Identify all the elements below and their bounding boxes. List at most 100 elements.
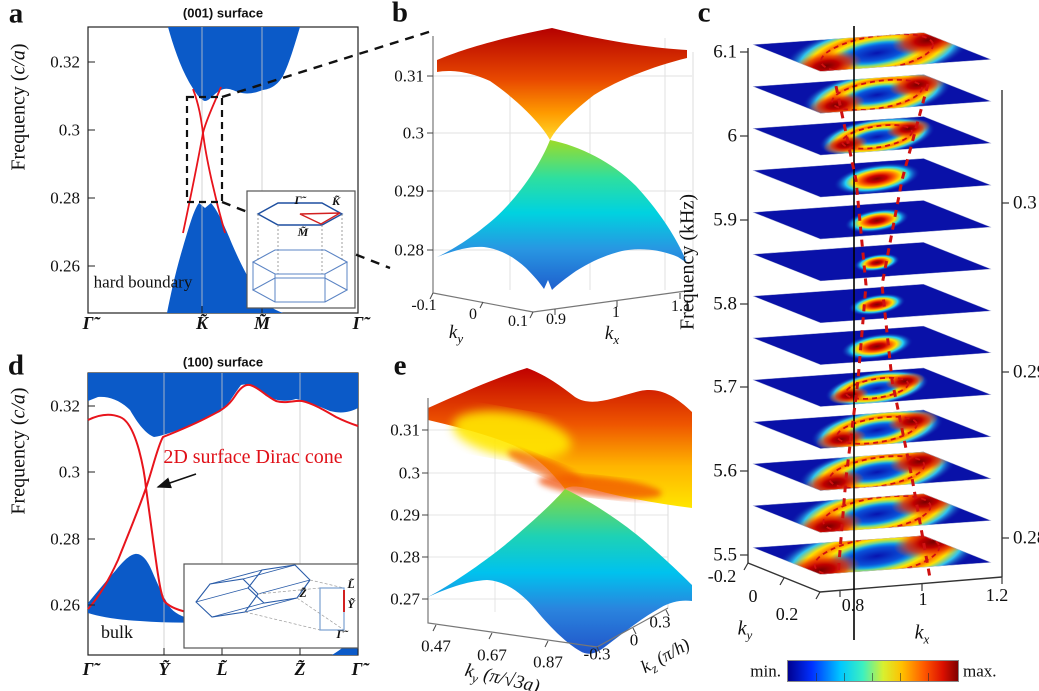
c-rtick-1: 0.29 [1013,361,1039,383]
d-xtick-gamma2: Γ̃ [351,659,363,679]
d-ytick-2: 0.28 [50,529,80,549]
d-inset-gamma: Γ̃ [336,627,344,641]
a-xtick-m: M̃ [253,313,271,333]
bulk-band-upper-a [168,27,300,101]
bulk-band-corner-d [332,634,358,655]
isofrequency-slice [752,284,992,323]
a-annotation-hard-boundary: hard boundary [93,272,193,292]
b-ztick-0: 0.31 [394,66,424,86]
a-inset-m: M̃ [297,225,309,239]
isofrequency-slice [752,116,992,156]
d-ytick-3: 0.26 [50,595,80,615]
d-ytick-1: 0.3 [58,462,80,482]
c-ftick-1: 6 [727,125,738,147]
c-ftick-5: 5.6 [713,460,737,482]
panel-a-ylabel: Frequency (c/a) [7,43,29,171]
isofrequency-slice-stack [752,32,992,575]
c-kxtick-0: 0.8 [841,595,865,615]
c-kxtick-1: 1 [918,589,928,609]
e-kytick-1: 0.67 [477,645,507,665]
d-inset-l: L̃ [347,577,355,591]
brillouin-zone-inset-d [183,563,359,649]
b-ztick-2: 0.29 [394,181,424,201]
a-ytick-1: 0.3 [58,120,80,140]
a-ytick-0: 0.32 [50,52,80,72]
upper-dirac-cone-b [437,28,687,140]
zoom-box [185,95,224,204]
lower-dirac-sheet-e [428,489,692,654]
dirac-cone-trace-right [880,83,932,579]
c-kxtick-2: 1.2 [985,585,1009,605]
panel-d-title: (100) surface [182,354,264,370]
d-annotation-dirac-cone: 2D surface Dirac cone [163,446,343,468]
a-xtick-k: K̃ [195,313,209,333]
panel-a-plot [87,26,359,314]
connector-dashed-lines [221,28,436,270]
isofrequency-slice [752,242,992,282]
d-inset-y: Ỹ [347,597,355,611]
d-xtick-l: L̃ [216,659,228,679]
panel-letter-e: e [393,349,407,382]
bz-path-triangle [299,212,341,225]
e-kytick-0: 0.47 [421,636,451,656]
b-kytick-1: 0 [469,306,477,323]
c-kytick-2: 0.2 [775,604,799,624]
brillouin-zone-inset-a [246,190,356,309]
surface-state-a-2 [182,86,222,234]
panel-c-plot [740,26,1009,640]
b-kxtick-1: 1 [612,304,620,321]
d-xtick-gamma1: Γ̃ [82,659,94,679]
e-kztick-2: 0.3 [649,612,671,632]
a-ytick-3: 0.26 [50,256,80,276]
colorbar-min-label: min. [750,661,781,681]
e-kztick-1: 0 [629,630,639,650]
c-kx-axis-label: kx [914,621,930,647]
e-ztick-3: 0.28 [390,547,420,567]
d-annotation-bulk: bulk [100,622,134,642]
c-rtick-2: 0.28 [1013,527,1039,549]
c-rtick-0: 0.3 [1013,192,1037,214]
bulk-band-upper-d [88,373,358,437]
isofrequency-slice [752,409,992,449]
c-ftick-0: 6.1 [713,41,737,63]
panel-letter-a: a [8,0,24,30]
e-kytick-2: 0.87 [533,652,563,672]
c-ftick-6: 5.5 [713,544,737,566]
panel-letter-b: b [391,0,409,29]
surface-state-a-1 [192,88,226,234]
a-inset-gamma: Γ̃ [294,193,302,207]
b-kytick-2: 0.1 [508,313,528,330]
panel-letter-c: c [697,0,711,29]
a-ytick-2: 0.28 [50,188,80,208]
colorbar [787,660,959,682]
bulk-band-lower-a [167,203,283,313]
e-ztick-4: 0.27 [390,589,420,609]
b-kytick-0: -0.1 [411,297,437,314]
e-ztick-0: 0.31 [390,420,420,440]
panel-c-ylabel: Frequency (kHz) [676,193,698,330]
e-ztick-2: 0.29 [390,505,420,525]
b-kxtick-2: 1.1 [671,298,691,315]
isofrequency-slice [752,367,992,407]
d-inset-z: Z̃ [299,586,307,600]
bulk-band-lower-d [88,553,212,623]
annotation-arrow [156,473,197,489]
isofrequency-slice [752,158,992,198]
lower-dirac-cone-b [437,140,687,290]
c-ky-axis-label: ky [737,617,753,643]
d-ytick-0: 0.32 [50,396,80,416]
d-xtick-y: Ỹ [158,659,170,679]
d-xtick-z: Z̃ [294,659,306,679]
c-kytick-1: 0 [748,586,758,606]
panel-letter-d: d [7,349,25,382]
surface-state-d-1 [87,383,359,610]
c-kytick-0: -0.2 [707,566,737,586]
panel-e-plot [422,368,692,654]
b-ky-axis-label: ky [448,322,464,346]
e-ztick-1: 0.3 [398,463,420,483]
isofrequency-slice [752,200,992,240]
b-ztick-1: 0.3 [402,123,424,143]
c-ftick-2: 5.9 [713,209,737,231]
